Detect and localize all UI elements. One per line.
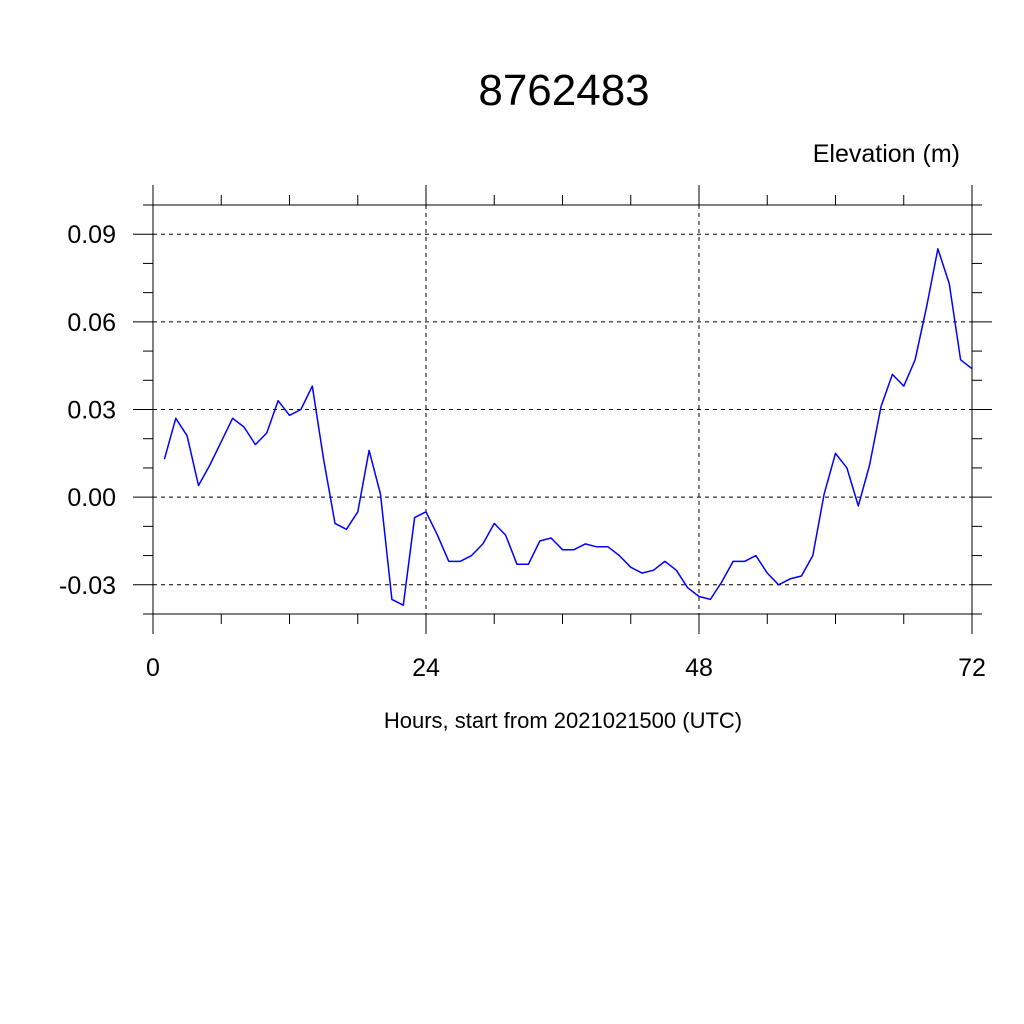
x-axis-label: Hours, start from 2021021500 (UTC) [383,708,743,733]
x-tick-label: 24 [412,654,440,682]
x-tick-label: 48 [685,654,713,682]
series-line [163,248,973,606]
x-tick-label: 72 [958,654,986,682]
y-tick-label: 0.06 [67,309,116,337]
chart-title: 8762483 [478,66,650,115]
y-tick-label: 0.03 [67,397,116,425]
y-tick-label: 0.00 [67,484,116,512]
unit-label: Elevation (m) [812,140,960,168]
y-tick-label: -0.03 [59,572,116,600]
x-tick-label: 0 [146,654,160,682]
y-tick-label: 0.09 [67,221,116,249]
